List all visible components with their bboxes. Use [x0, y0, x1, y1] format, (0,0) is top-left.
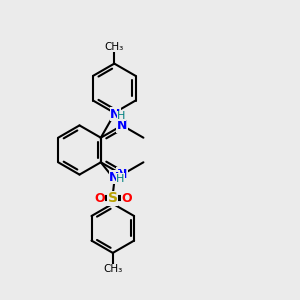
Text: CH₃: CH₃	[105, 42, 124, 52]
Text: CH₃: CH₃	[103, 264, 122, 274]
Text: H: H	[117, 111, 125, 121]
Text: O: O	[94, 192, 105, 205]
Text: H: H	[116, 174, 124, 184]
Text: N: N	[110, 108, 120, 121]
Text: N: N	[109, 171, 119, 184]
Text: N: N	[117, 168, 127, 181]
Text: O: O	[121, 192, 132, 205]
Text: N: N	[117, 119, 127, 132]
Text: S: S	[108, 191, 118, 205]
